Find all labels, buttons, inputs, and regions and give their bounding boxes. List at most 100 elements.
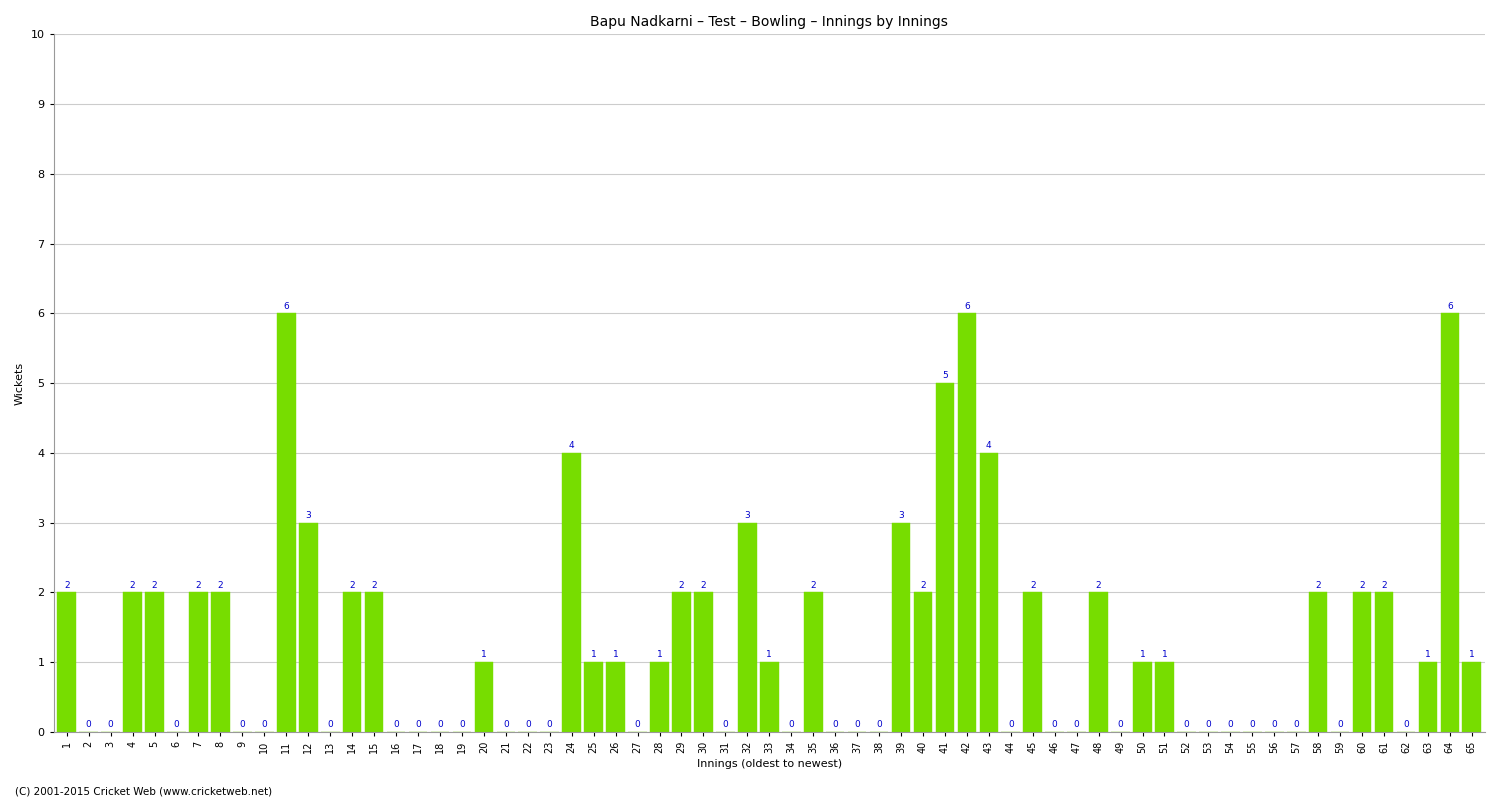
- Text: 0: 0: [1074, 720, 1080, 729]
- Bar: [585, 662, 603, 732]
- Text: 0: 0: [1272, 720, 1276, 729]
- Text: 5: 5: [942, 371, 948, 380]
- Bar: [936, 383, 954, 732]
- Text: 2: 2: [350, 581, 355, 590]
- Bar: [298, 522, 318, 732]
- Text: 0: 0: [876, 720, 882, 729]
- Text: 2: 2: [195, 581, 201, 590]
- Text: 0: 0: [1336, 720, 1342, 729]
- Text: 2: 2: [920, 581, 926, 590]
- Text: 0: 0: [261, 720, 267, 729]
- Text: 2: 2: [700, 581, 706, 590]
- Text: 0: 0: [789, 720, 794, 729]
- Bar: [146, 592, 164, 732]
- Text: 2: 2: [372, 581, 376, 590]
- Bar: [123, 592, 142, 732]
- Text: 1: 1: [766, 650, 772, 659]
- Text: 0: 0: [240, 720, 246, 729]
- Text: 2: 2: [1359, 581, 1365, 590]
- Bar: [957, 314, 976, 732]
- Bar: [1310, 592, 1328, 732]
- Bar: [980, 453, 998, 732]
- Text: 0: 0: [503, 720, 509, 729]
- Text: 0: 0: [1227, 720, 1233, 729]
- Bar: [1353, 592, 1371, 732]
- Text: 2: 2: [217, 581, 223, 590]
- Text: 0: 0: [1118, 720, 1124, 729]
- Text: 1: 1: [1425, 650, 1431, 659]
- Bar: [1155, 662, 1174, 732]
- Bar: [694, 592, 712, 732]
- Bar: [57, 592, 76, 732]
- Text: 2: 2: [130, 581, 135, 590]
- Text: 0: 0: [108, 720, 114, 729]
- Bar: [1374, 592, 1394, 732]
- Text: 1: 1: [657, 650, 663, 659]
- Text: 0: 0: [86, 720, 92, 729]
- Text: 0: 0: [327, 720, 333, 729]
- Text: 4: 4: [986, 441, 992, 450]
- Bar: [1419, 662, 1437, 732]
- Text: 6: 6: [284, 302, 290, 310]
- Text: 0: 0: [723, 720, 729, 729]
- Text: 2: 2: [1316, 581, 1322, 590]
- Text: 2: 2: [678, 581, 684, 590]
- Text: 0: 0: [853, 720, 859, 729]
- Text: 0: 0: [634, 720, 640, 729]
- Text: 0: 0: [416, 720, 422, 729]
- Text: 1: 1: [1161, 650, 1167, 659]
- Text: 1: 1: [612, 650, 618, 659]
- Bar: [606, 662, 625, 732]
- Bar: [211, 592, 230, 732]
- Bar: [562, 453, 580, 732]
- Text: 1: 1: [591, 650, 597, 659]
- Bar: [364, 592, 384, 732]
- Text: 0: 0: [833, 720, 839, 729]
- Text: 0: 0: [459, 720, 465, 729]
- Text: 0: 0: [1052, 720, 1058, 729]
- Bar: [804, 592, 822, 732]
- Text: 3: 3: [744, 511, 750, 520]
- Y-axis label: Wickets: Wickets: [15, 362, 26, 405]
- Text: 0: 0: [1250, 720, 1256, 729]
- Title: Bapu Nadkarni – Test – Bowling – Innings by Innings: Bapu Nadkarni – Test – Bowling – Innings…: [591, 15, 948, 29]
- Bar: [1089, 592, 1108, 732]
- Text: 0: 0: [436, 720, 442, 729]
- Text: 0: 0: [548, 720, 552, 729]
- Bar: [1440, 314, 1460, 732]
- Bar: [891, 522, 910, 732]
- Bar: [672, 592, 692, 732]
- Text: 0: 0: [1184, 720, 1190, 729]
- Text: 2: 2: [1096, 581, 1101, 590]
- Bar: [344, 592, 362, 732]
- Text: 6: 6: [964, 302, 970, 310]
- X-axis label: Innings (oldest to newest): Innings (oldest to newest): [696, 759, 842, 769]
- Bar: [1023, 592, 1042, 732]
- Text: 3: 3: [306, 511, 310, 520]
- Text: 0: 0: [1293, 720, 1299, 729]
- Bar: [650, 662, 669, 732]
- Text: 4: 4: [568, 441, 574, 450]
- Text: 2: 2: [810, 581, 816, 590]
- Text: (C) 2001-2015 Cricket Web (www.cricketweb.net): (C) 2001-2015 Cricket Web (www.cricketwe…: [15, 786, 272, 796]
- Text: 1: 1: [1140, 650, 1146, 659]
- Text: 2: 2: [1382, 581, 1388, 590]
- Bar: [738, 522, 756, 732]
- Text: 6: 6: [1448, 302, 1452, 310]
- Text: 2: 2: [1030, 581, 1035, 590]
- Text: 0: 0: [393, 720, 399, 729]
- Bar: [474, 662, 494, 732]
- Text: 1: 1: [482, 650, 488, 659]
- Text: 2: 2: [152, 581, 157, 590]
- Text: 0: 0: [174, 720, 180, 729]
- Bar: [278, 314, 296, 732]
- Text: 0: 0: [1008, 720, 1014, 729]
- Bar: [1132, 662, 1152, 732]
- Text: 0: 0: [1206, 720, 1212, 729]
- Bar: [1462, 662, 1480, 732]
- Bar: [914, 592, 933, 732]
- Text: 3: 3: [898, 511, 904, 520]
- Bar: [189, 592, 209, 732]
- Text: 0: 0: [1402, 720, 1408, 729]
- Text: 2: 2: [64, 581, 69, 590]
